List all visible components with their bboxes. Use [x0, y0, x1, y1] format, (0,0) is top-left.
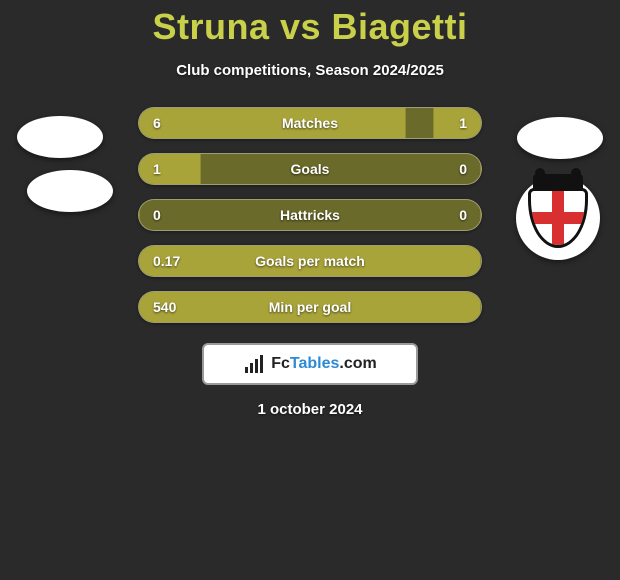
- stat-value-right: 0: [459, 154, 467, 184]
- stat-fill-right: [433, 108, 481, 138]
- stat-fill-right: [480, 292, 481, 322]
- team-right-crest-2: [516, 176, 600, 260]
- stat-fill-left: [139, 246, 481, 276]
- shield-icon: [528, 184, 588, 252]
- page-title: Struna vs Biagetti: [0, 0, 620, 48]
- stat-fill-left: [139, 200, 140, 230]
- stat-fill-right: [480, 154, 481, 184]
- stat-fill-left: [139, 154, 201, 184]
- brand-main: Tables: [290, 355, 340, 372]
- team-right-crest-1: [517, 117, 603, 159]
- team-left-crest-1: [17, 116, 103, 158]
- fctables-label: FcTables.com: [271, 355, 377, 373]
- date-label: 1 october 2024: [0, 401, 620, 418]
- stat-row-matches: 6 Matches 1: [138, 107, 482, 139]
- fctables-link[interactable]: FcTables.com: [202, 343, 418, 385]
- stat-label: Hattricks: [139, 200, 481, 230]
- stat-fill-left: [139, 292, 481, 322]
- subtitle: Club competitions, Season 2024/2025: [0, 62, 620, 79]
- stat-row-goals: 1 Goals 0: [138, 153, 482, 185]
- team-left-crest-2: [27, 170, 113, 212]
- stat-fill-right: [480, 246, 481, 276]
- brand-suffix: .com: [339, 355, 376, 372]
- stat-value-right: 0: [459, 200, 467, 230]
- stat-value-left: 0: [153, 200, 161, 230]
- stat-row-min-per-goal: 540 Min per goal: [138, 291, 482, 323]
- stat-fill-left: [139, 108, 406, 138]
- stat-row-hattricks: 0 Hattricks 0: [138, 199, 482, 231]
- stats-container: 6 Matches 1 1 Goals 0 0 Hattricks 0 0.17…: [138, 107, 482, 323]
- stat-fill-right: [480, 200, 481, 230]
- brand-prefix: Fc: [271, 355, 290, 372]
- stat-row-goals-per-match: 0.17 Goals per match: [138, 245, 482, 277]
- bar-chart-icon: [243, 355, 265, 373]
